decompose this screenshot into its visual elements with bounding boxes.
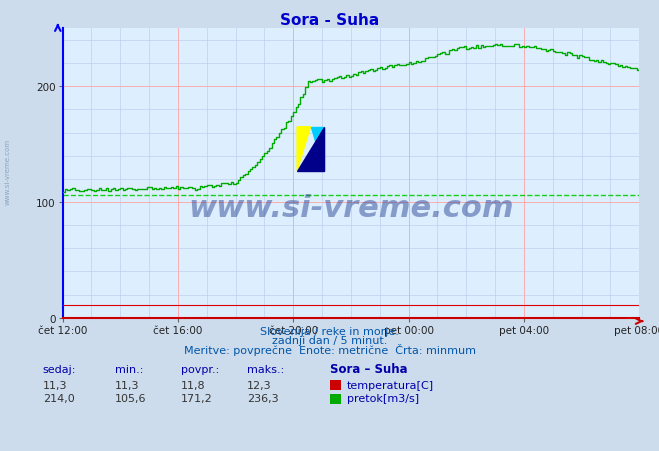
Text: www.si-vreme.com: www.si-vreme.com (5, 138, 11, 204)
Text: 11,3: 11,3 (115, 380, 140, 390)
Polygon shape (297, 128, 310, 171)
Text: 11,8: 11,8 (181, 380, 206, 390)
Text: www.si-vreme.com: www.si-vreme.com (188, 194, 514, 223)
Text: 11,3: 11,3 (43, 380, 67, 390)
Text: min.:: min.: (115, 364, 144, 374)
Text: pretok[m3/s]: pretok[m3/s] (347, 393, 418, 403)
Text: 12,3: 12,3 (247, 380, 272, 390)
Text: Sora - Suha: Sora - Suha (280, 13, 379, 28)
Text: Sora – Suha: Sora – Suha (330, 362, 407, 375)
Text: 105,6: 105,6 (115, 393, 147, 403)
Text: povpr.:: povpr.: (181, 364, 219, 374)
Text: 236,3: 236,3 (247, 393, 279, 403)
Text: sedaj:: sedaj: (43, 364, 76, 374)
Polygon shape (310, 128, 324, 171)
Text: 214,0: 214,0 (43, 393, 74, 403)
Text: zadnji dan / 5 minut.: zadnji dan / 5 minut. (272, 336, 387, 345)
Polygon shape (297, 128, 324, 171)
Text: Slovenija / reke in morje.: Slovenija / reke in morje. (260, 327, 399, 336)
Text: temperatura[C]: temperatura[C] (347, 380, 434, 390)
Text: maks.:: maks.: (247, 364, 285, 374)
Text: Meritve: povprečne  Enote: metrične  Črta: minmum: Meritve: povprečne Enote: metrične Črta:… (183, 344, 476, 355)
Text: 171,2: 171,2 (181, 393, 213, 403)
